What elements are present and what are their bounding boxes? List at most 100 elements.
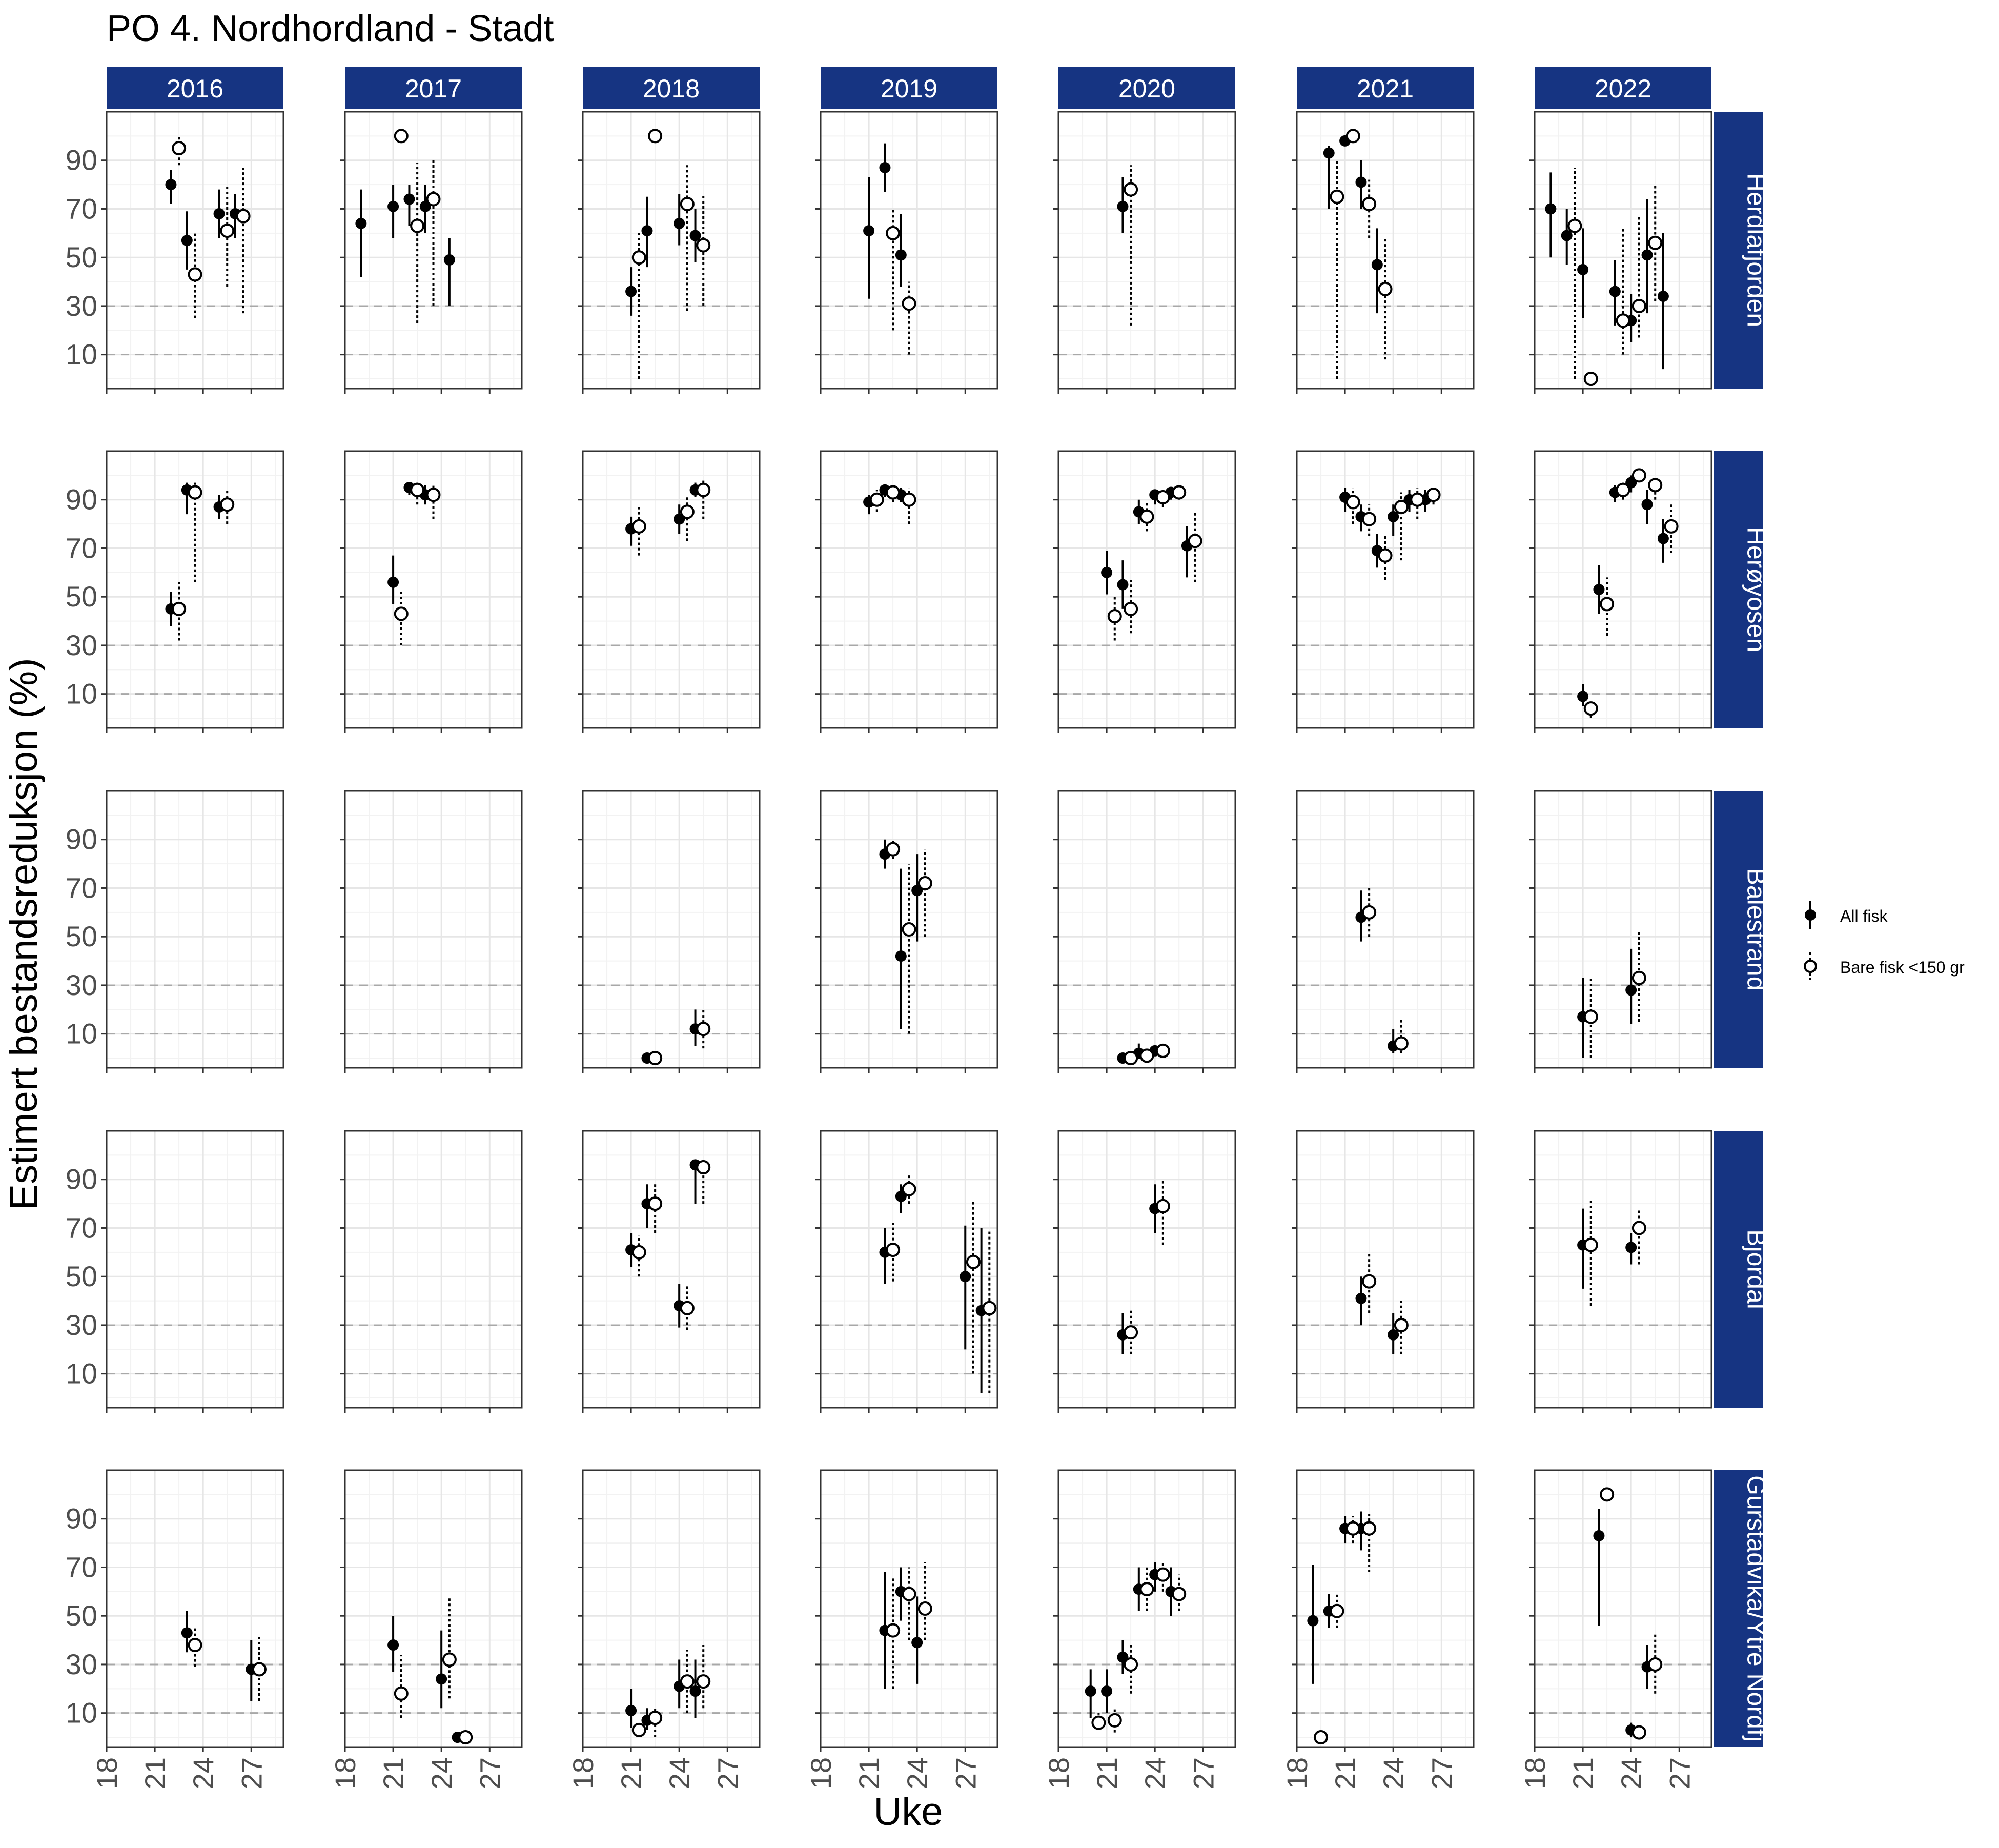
column-strip-bg xyxy=(107,67,283,109)
point-all-fisk xyxy=(895,249,907,261)
row-strip-bg xyxy=(1714,791,1763,1068)
x-tick-label: 18 xyxy=(1519,1757,1551,1789)
point-all-fisk xyxy=(1593,584,1605,595)
panel-data-herdlafjorden-2017 xyxy=(355,129,455,323)
point-all-fisk xyxy=(1625,1242,1637,1253)
column-strip-bg xyxy=(583,67,760,109)
column-strip-label: 2019 xyxy=(881,74,937,103)
point-bare-fisk xyxy=(631,1245,646,1260)
panel-border xyxy=(820,1130,998,1409)
panel-balestrand-2021 xyxy=(1292,790,1475,1073)
x-tick-label: 21 xyxy=(377,1757,410,1789)
point-all-fisk xyxy=(181,1627,193,1639)
point-bare-fisk xyxy=(426,488,441,502)
panel-bjordal-2018 xyxy=(578,1130,761,1413)
panel-background xyxy=(583,791,760,1068)
panel-data-balestrand-2020 xyxy=(1117,1043,1170,1066)
x-tick-label: 27 xyxy=(235,1757,268,1789)
y-tick-label: 10 xyxy=(66,338,97,371)
y-tick-label: 70 xyxy=(66,192,97,225)
panel-border xyxy=(1057,450,1236,729)
point-all-fisk xyxy=(1323,147,1335,159)
panel-background xyxy=(821,1131,997,1408)
y-tick-label: 90 xyxy=(66,1502,97,1535)
point-bare-fisk xyxy=(1139,509,1154,524)
point-bare-fisk xyxy=(220,497,235,512)
panel-border xyxy=(820,1469,998,1748)
point-bare-fisk xyxy=(917,876,932,890)
row-strip-text-wrap: Herdlafjorden xyxy=(1742,173,1771,327)
panel-herdlafjorden-2018 xyxy=(578,111,761,394)
row-strip-text-wrap: Balestrand xyxy=(1742,868,1763,990)
panel-data-uskedal-stursvika-ytre-nordfjord-2020 xyxy=(1085,1562,1187,1733)
panel-background xyxy=(1297,1470,1474,1747)
y-tick-label: 50 xyxy=(66,920,97,952)
point-all-fisk xyxy=(1641,499,1653,511)
panel-herdlafjorden-2016: 10 30 50 70 90 xyxy=(66,111,284,394)
panel-border xyxy=(820,790,998,1069)
point-bare-fisk xyxy=(886,1623,901,1638)
row-strip-label: Bjordal xyxy=(1742,1229,1771,1309)
row-strip-herdlafjorden: Herdlafjorden xyxy=(1714,112,1771,389)
point-bare-fisk xyxy=(1394,1036,1409,1051)
row-strip-label: Herdlafjorden xyxy=(1742,173,1771,327)
point-bare-fisk xyxy=(1155,490,1170,504)
legend-item-bare-fisk: Bare fisk <150 gr xyxy=(1804,952,1965,980)
panel-data-uskedal-stursvika-ytre-nordfjord-2022 xyxy=(1593,1487,1663,1740)
point-bare-fisk xyxy=(1124,182,1138,197)
point-bare-fisk xyxy=(680,197,695,211)
row-strip-her-yosen: Herøyosen xyxy=(1714,451,1771,728)
legend-label-all-fisk: All fisk xyxy=(1840,907,1888,925)
row-strip-bg xyxy=(1714,1470,1763,1747)
panel-border xyxy=(582,111,761,390)
column-strip-bg xyxy=(1058,67,1235,109)
point-all-fisk xyxy=(387,200,399,212)
panel-data-uskedal-stursvika-ytre-nordfjord-2018 xyxy=(625,1645,711,1738)
point-bare-fisk xyxy=(188,485,202,500)
point-bare-fisk xyxy=(1378,548,1393,563)
y-tick-label: 10 xyxy=(66,1357,97,1390)
point-bare-fisk xyxy=(1124,1051,1138,1066)
point-bare-fisk xyxy=(869,492,884,507)
panel-border xyxy=(1057,790,1236,1069)
x-tick-label: 24 xyxy=(663,1757,696,1789)
x-tick-label: 27 xyxy=(711,1757,744,1789)
panel-border xyxy=(1296,1469,1475,1748)
row-strip-bg xyxy=(1714,451,1763,728)
point-bare-fisk xyxy=(631,1722,646,1737)
point-all-fisk xyxy=(689,230,701,241)
point-bare-fisk xyxy=(982,1301,997,1315)
point-all-fisk xyxy=(1117,200,1129,212)
row-strip-bg xyxy=(1714,1131,1763,1408)
point-bare-fisk xyxy=(902,296,916,311)
point-bare-fisk xyxy=(1394,1317,1409,1332)
point-bare-fisk xyxy=(1600,597,1615,612)
panel-balestrand-2018 xyxy=(578,790,761,1073)
point-bare-fisk xyxy=(696,1674,711,1689)
panel-border xyxy=(106,111,284,390)
panel-border xyxy=(344,790,523,1069)
x-tick-label: 24 xyxy=(187,1757,219,1789)
x-tick-label: 18 xyxy=(1043,1757,1075,1789)
panel-background xyxy=(1535,791,1711,1068)
point-bare-fisk xyxy=(1155,1567,1170,1582)
panel-uskedal-stursvika-ytre-nordfjord-2016: 10 30 50 70 90 18 21 24 27 xyxy=(66,1469,284,1789)
panel-background xyxy=(1058,451,1235,728)
panel-border xyxy=(344,111,523,390)
point-bare-fisk xyxy=(1631,1221,1646,1235)
x-tick-label: 21 xyxy=(1091,1757,1123,1789)
x-tick-label: 18 xyxy=(329,1757,361,1789)
point-bare-fisk xyxy=(458,1730,473,1745)
panel-border xyxy=(106,1469,284,1748)
panel-her-yosen-2020 xyxy=(1053,450,1236,733)
y-tick-label: 10 xyxy=(66,1697,97,1729)
point-all-fisk xyxy=(387,1639,399,1651)
panel-background xyxy=(1297,791,1474,1068)
point-all-fisk xyxy=(1657,533,1669,544)
x-tick-label: 27 xyxy=(1425,1757,1458,1789)
y-tick-label: 90 xyxy=(66,1163,97,1195)
point-all-fisk xyxy=(1388,511,1399,522)
point-all-fisk xyxy=(1117,579,1129,591)
x-tick-label: 24 xyxy=(1139,1757,1171,1789)
row-strip-label: Herøyosen xyxy=(1742,527,1771,653)
